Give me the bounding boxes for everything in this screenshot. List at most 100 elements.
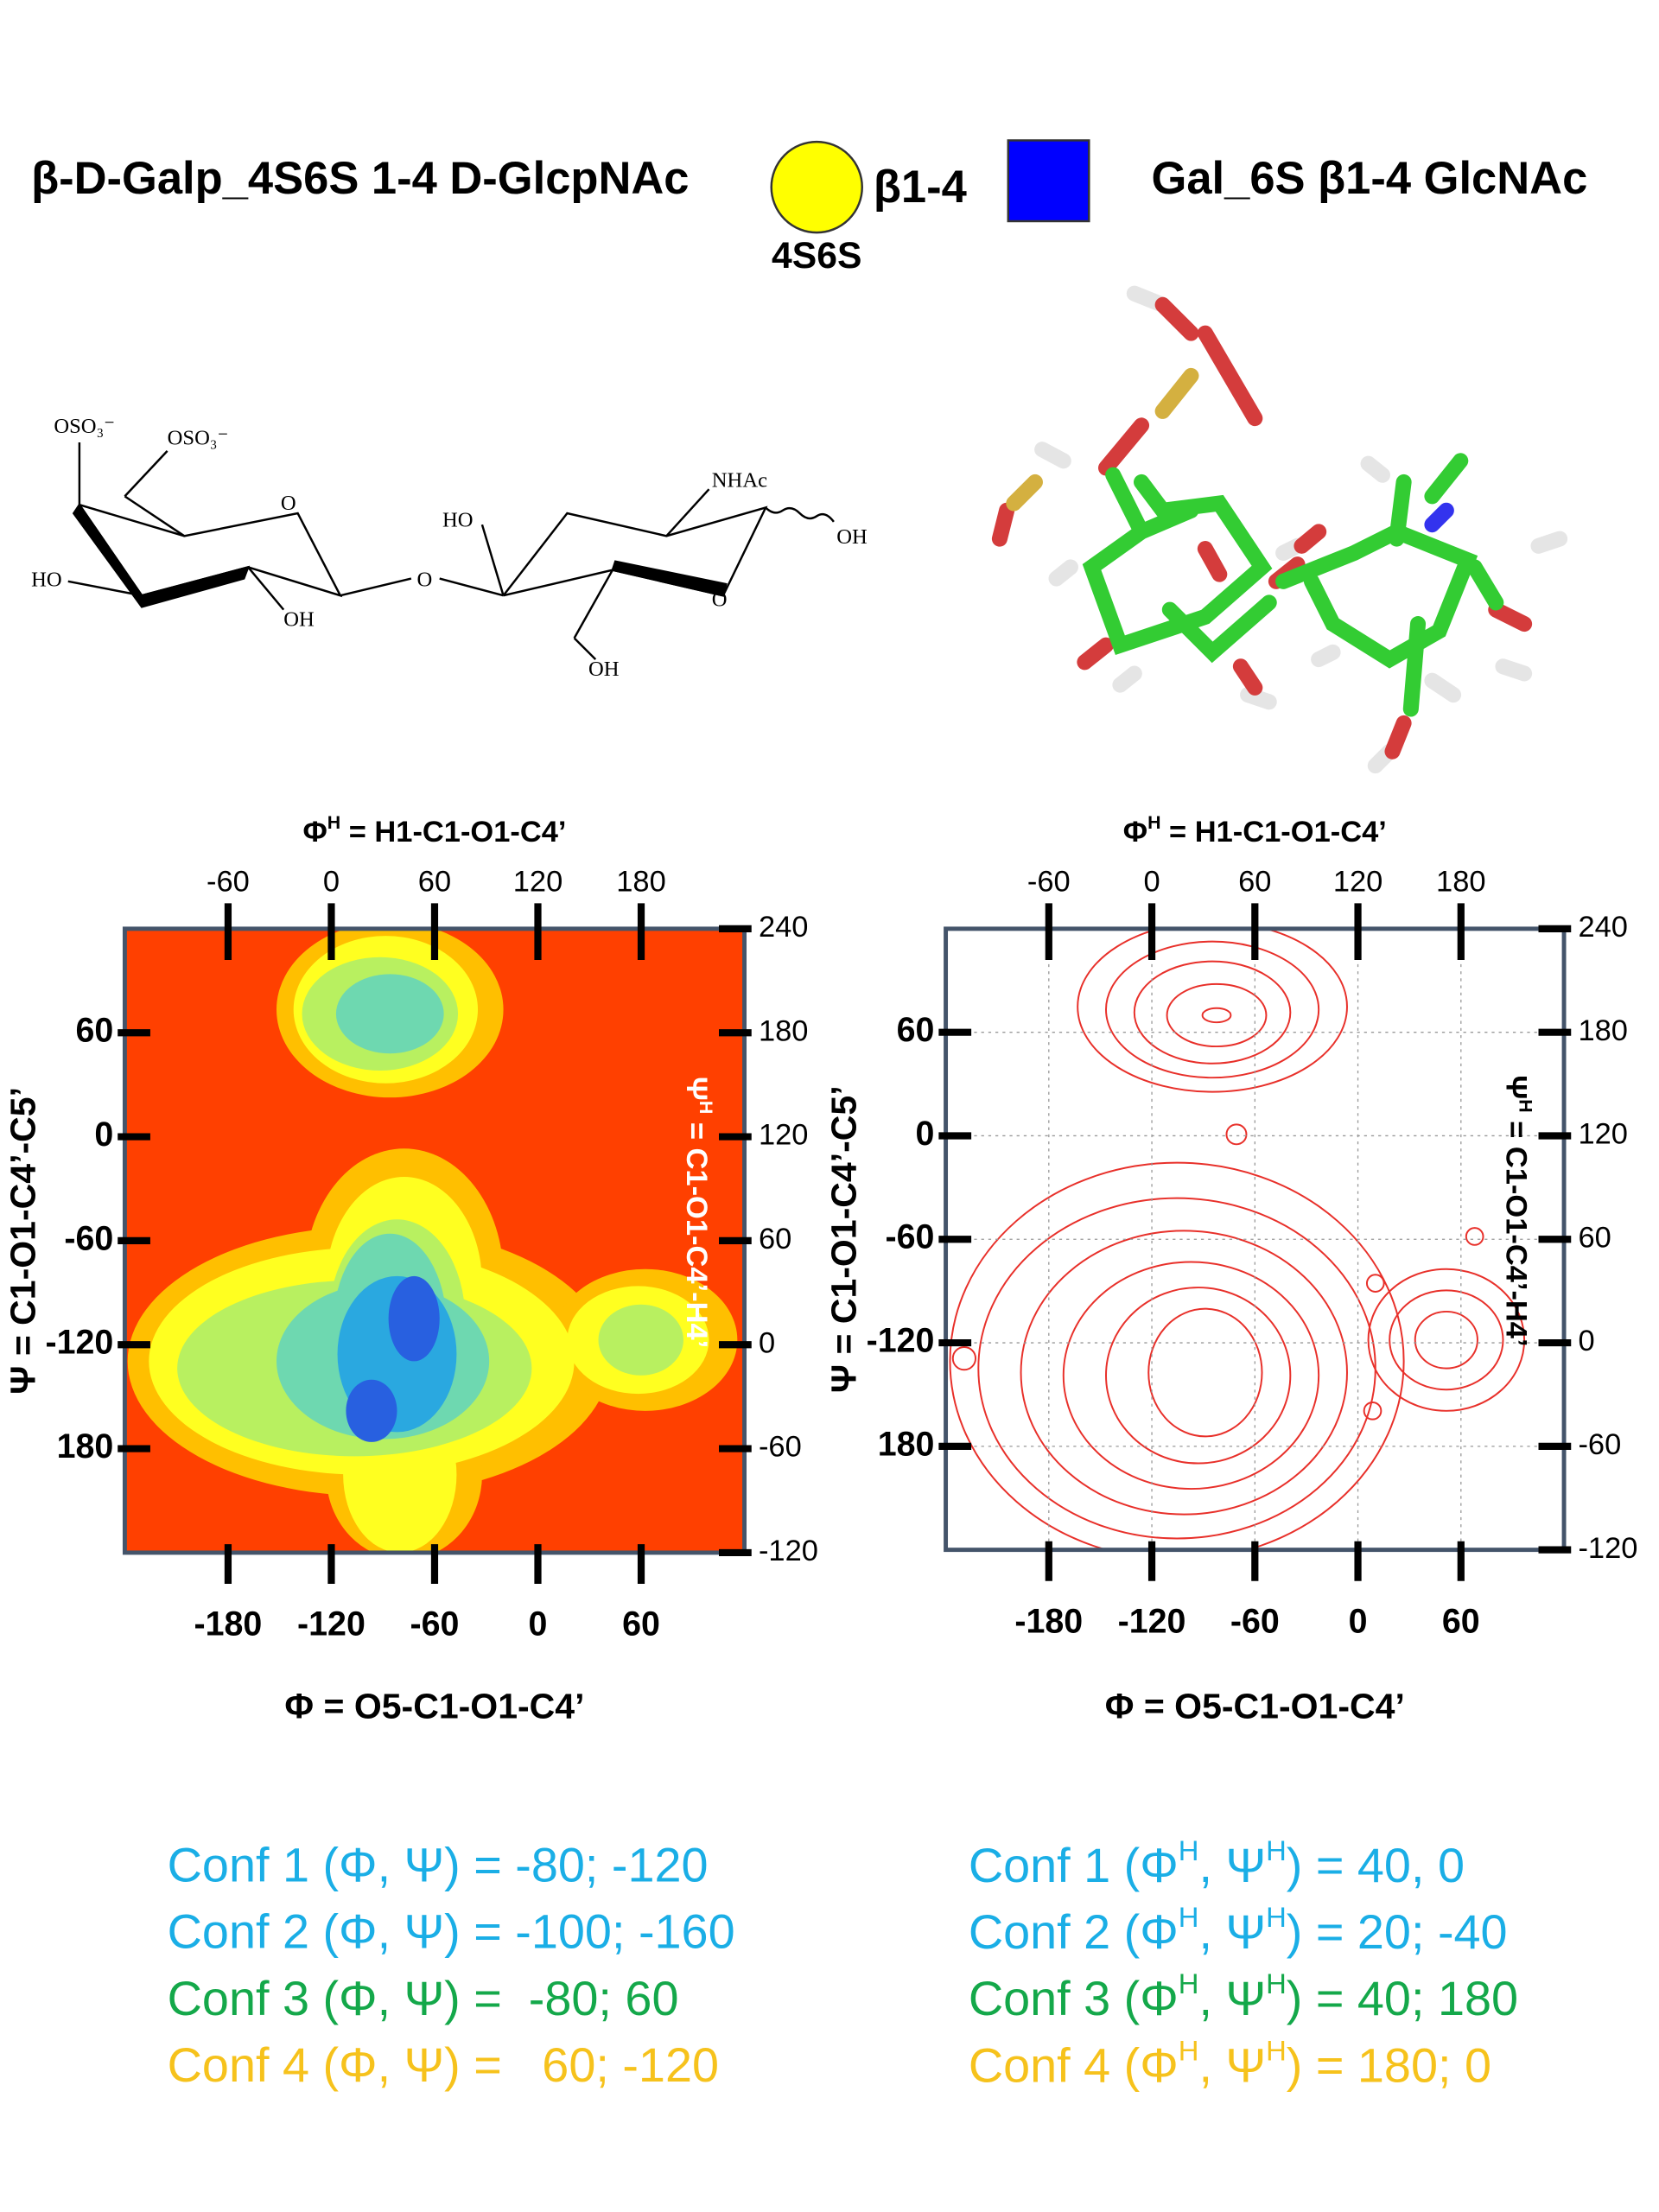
right-tick-label: 60 bbox=[759, 1223, 791, 1255]
top-tick-label: -60 bbox=[1027, 865, 1071, 898]
left-axis-label: Ψ = C1-O1-C4’-C5’ bbox=[824, 1085, 864, 1393]
structure-label: O bbox=[416, 568, 432, 591]
residue-label: 4S6S bbox=[772, 235, 861, 276]
left-axis-label: Ψ = C1-O1-C4’-C5’ bbox=[3, 1087, 42, 1395]
top-axis-label-part: = H1-C1-O1-C4’ bbox=[1160, 816, 1386, 849]
structure-label: OSO₃⁻ bbox=[168, 426, 229, 449]
right-title: Gal_6S β1-4 GlcNAc bbox=[1152, 153, 1588, 204]
right-tick-label: -120 bbox=[759, 1535, 818, 1567]
glcnac-symbol bbox=[1007, 139, 1090, 223]
right-axis-label: ΨH = C1-O1-C4’-H4’ bbox=[1500, 1075, 1536, 1346]
structure-label: OH bbox=[836, 525, 868, 549]
structure-label: HO bbox=[31, 568, 62, 591]
right-tick-label: -60 bbox=[1578, 1428, 1621, 1461]
top-tick-label: -60 bbox=[207, 865, 250, 898]
right-axis-label-part: Ψ bbox=[680, 1077, 713, 1101]
conformation-part: Conf 1 (Φ bbox=[969, 1838, 1179, 1892]
conformation: Conf 1 (Φ, Ψ) = -80; -120 bbox=[168, 1838, 709, 1892]
bottom-tick-label: -60 bbox=[410, 1605, 460, 1643]
top-tick-label: 180 bbox=[616, 865, 665, 898]
conformation: Conf 4 (Φ, Ψ) = 60; -120 bbox=[168, 2037, 719, 2092]
right-tick-label: -120 bbox=[1578, 1532, 1637, 1565]
structure-label: HO bbox=[442, 509, 474, 532]
right-tick-label: 120 bbox=[1578, 1118, 1627, 1151]
conformation-part: Conf 2 (Φ bbox=[969, 1904, 1179, 1959]
conformation: Conf 1 (ΦH, ΨH) = 40, 0 bbox=[969, 1834, 1465, 1892]
top-tick-label: 60 bbox=[418, 865, 451, 898]
conformation-part: , Ψ bbox=[1198, 1838, 1266, 1892]
structure-label: O bbox=[712, 588, 728, 611]
right-axis-label: ΨH = C1-O1-C4’-H4’ bbox=[680, 1077, 716, 1348]
right-tick-label: 0 bbox=[1578, 1325, 1594, 1357]
structure-label: NHAc bbox=[712, 469, 767, 493]
left-tick-label: -120 bbox=[867, 1321, 935, 1359]
bottom-tick-label: 60 bbox=[622, 1605, 660, 1643]
conformation: Conf 4 (ΦH, ΨH) = 180; 0 bbox=[969, 2034, 1491, 2092]
left-tick-label: 0 bbox=[94, 1116, 113, 1154]
structure-label: OH bbox=[283, 607, 315, 631]
bottom-tick-label: -120 bbox=[297, 1605, 365, 1643]
top-axis-label-part: Φ bbox=[302, 816, 327, 849]
contour bbox=[949, 928, 1526, 1550]
right-axis-label-part: H bbox=[696, 1101, 716, 1114]
top-tick-label: 120 bbox=[513, 865, 563, 898]
conformation-part: H bbox=[1179, 1834, 1199, 1866]
top-tick-label: 180 bbox=[1436, 865, 1485, 898]
conformation-part: ) = 40, 0 bbox=[1287, 1838, 1465, 1892]
left-title: β-D-Galp_4S6S 1-4 D-GlcpNAc bbox=[31, 153, 689, 204]
galactose-symbol bbox=[770, 140, 863, 234]
conformation-part: H bbox=[1266, 1967, 1287, 1999]
bottom-tick-label: 0 bbox=[1349, 1602, 1368, 1640]
conformation-part: ) = 20; -40 bbox=[1287, 1904, 1508, 1959]
heatmap bbox=[124, 928, 745, 1553]
top-tick-label: 0 bbox=[323, 865, 340, 898]
conformation-part: , Ψ bbox=[1198, 2037, 1266, 2092]
right-axis-label-part: = C1-O1-C4’-H4’ bbox=[1500, 1113, 1533, 1347]
structure-label: O bbox=[281, 492, 296, 515]
top-axis-label-part: = H1-C1-O1-C4’ bbox=[340, 816, 566, 849]
bottom-tick-label: -180 bbox=[1014, 1602, 1083, 1640]
left-tick-label: -60 bbox=[64, 1219, 113, 1257]
top-axis-label-part: H bbox=[1147, 812, 1160, 833]
top-axis-label: ΦH = H1-C1-O1-C4’ bbox=[1123, 812, 1387, 849]
conformation-part: H bbox=[1179, 1901, 1199, 1933]
bottom-axis-label: Φ = O5-C1-O1-C4’ bbox=[284, 1686, 584, 1726]
right-tick-label: 180 bbox=[759, 1014, 808, 1047]
left-tick-label: 60 bbox=[75, 1012, 113, 1050]
right-tick-label: 120 bbox=[759, 1119, 808, 1152]
left-tick-label: 0 bbox=[916, 1115, 935, 1153]
structure-label: OSO₃⁻ bbox=[54, 415, 115, 438]
bottom-tick-label: 0 bbox=[529, 1605, 548, 1643]
left-tick-label: 180 bbox=[57, 1427, 114, 1465]
conformation: Conf 2 (ΦH, ΨH) = 20; -40 bbox=[969, 1901, 1508, 1959]
top-tick-label: 120 bbox=[1333, 865, 1382, 898]
right-tick-label: 60 bbox=[1578, 1221, 1611, 1254]
left-tick-label: -60 bbox=[886, 1218, 935, 1256]
bottom-tick-label: -180 bbox=[194, 1605, 263, 1643]
top-tick-label: 60 bbox=[1238, 865, 1271, 898]
right-axis-label-part: = C1-O1-C4’-H4’ bbox=[680, 1114, 713, 1348]
conformation-part: Conf 3 (Φ bbox=[969, 1971, 1179, 2025]
chemical-structure bbox=[67, 442, 835, 660]
linkage: β1-4 bbox=[874, 162, 967, 213]
right-tick-label: 0 bbox=[759, 1326, 775, 1359]
bottom-tick-label: -60 bbox=[1230, 1602, 1280, 1640]
conformation-part: H bbox=[1266, 2034, 1287, 2066]
conformation-part: H bbox=[1179, 2034, 1199, 2066]
right-axis-label-part: Ψ bbox=[1500, 1075, 1533, 1099]
bottom-axis-label: Φ = O5-C1-O1-C4’ bbox=[1105, 1686, 1405, 1726]
conformation: Conf 3 (ΦH, ΨH) = 40; 180 bbox=[969, 1967, 1518, 2025]
left-tick-label: 180 bbox=[878, 1425, 935, 1463]
top-axis-label: ΦH = H1-C1-O1-C4’ bbox=[302, 812, 566, 849]
bottom-tick-label: 60 bbox=[1442, 1602, 1480, 1640]
structure-label: OH bbox=[588, 658, 620, 681]
conformation-part: H bbox=[1266, 1901, 1287, 1933]
bottom-tick-label: -120 bbox=[1118, 1602, 1186, 1640]
conformation-part: H bbox=[1266, 1834, 1287, 1866]
top-axis-label-part: Φ bbox=[1123, 816, 1147, 849]
conformation-part: H bbox=[1179, 1967, 1199, 1999]
conformation: Conf 2 (Φ, Ψ) = -100; -160 bbox=[168, 1904, 735, 1959]
left-tick-label: -120 bbox=[45, 1324, 113, 1362]
